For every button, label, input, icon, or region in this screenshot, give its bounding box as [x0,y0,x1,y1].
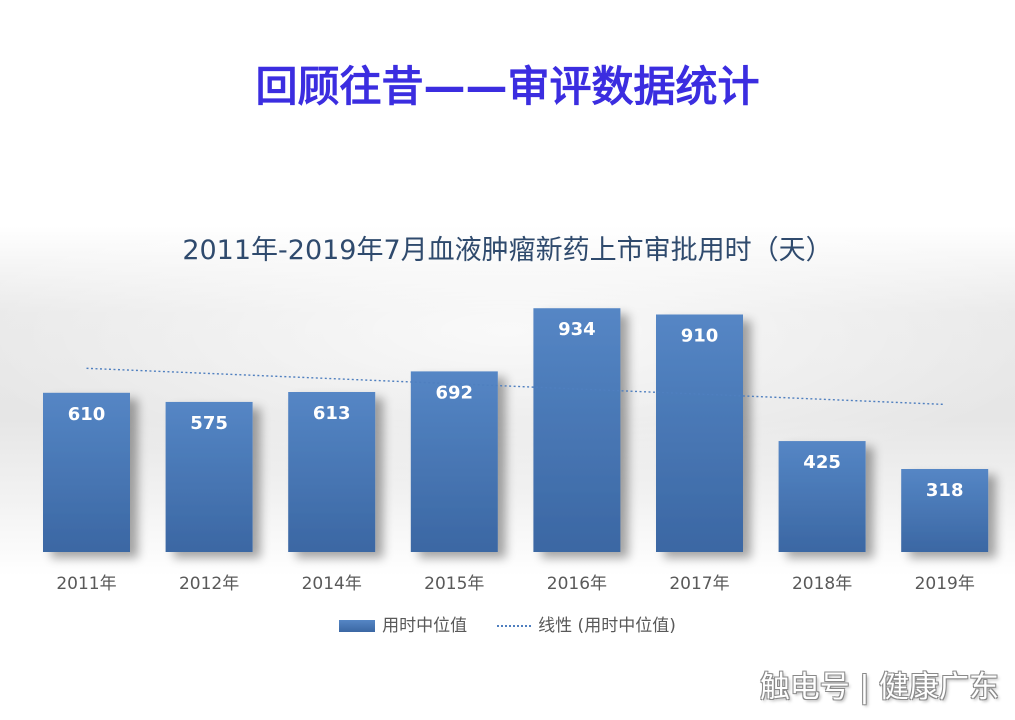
data-label: 575 [190,413,228,434]
x-tick-label: 2014年 [302,574,362,594]
x-tick-label: 2016年 [547,574,607,594]
data-label: 692 [436,382,474,403]
data-label: 910 [681,325,719,346]
legend-trendline-swatch [497,625,532,627]
legend-trendline-label: 线性 (用时中位值) [538,616,676,636]
data-labels-group: 610 575 613 692 934 910 425 318 [68,319,964,501]
trendline-group [86,367,945,406]
x-tick-label: 2011年 [56,574,116,594]
data-label: 318 [926,480,964,501]
bar [901,469,989,552]
x-tick-label: 2018年 [792,574,852,594]
bar [656,314,743,552]
x-tick-label: 2019年 [915,574,975,594]
chart-title: 2011年-2019年7月血液肿瘤新药上市审批用时（天） [182,235,833,266]
data-label: 425 [803,452,841,473]
data-label: 934 [558,319,596,340]
page-title: 回顾往昔——审评数据统计 [255,62,760,111]
x-axis-labels-group: 2011年 2012年 2014年 2015年 2016年 2017年 2018年 2019年 [56,574,974,594]
bar [778,441,866,552]
bar [43,392,130,552]
legend-series-label: 用时中位值 [382,616,468,636]
legend-item-trendline: 线性 (用时中位值) [497,614,676,638]
bar [165,401,253,552]
legend-bar-swatch [339,620,376,632]
trendline [86,367,945,406]
data-label: 610 [68,404,106,425]
x-tick-label: 2017年 [669,574,729,594]
x-tick-label: 2015年 [424,574,484,594]
bar [533,308,621,552]
legend-item-series: 用时中位值 [339,614,467,638]
bars-group [43,308,989,552]
bar [410,371,498,552]
data-label: 613 [313,403,351,424]
x-tick-label: 2012年 [179,574,239,594]
watermark: 触电号 | 健康广东 [759,670,999,705]
bar [288,392,376,552]
legend: 用时中位值 线性 (用时中位值) [0,614,1015,638]
